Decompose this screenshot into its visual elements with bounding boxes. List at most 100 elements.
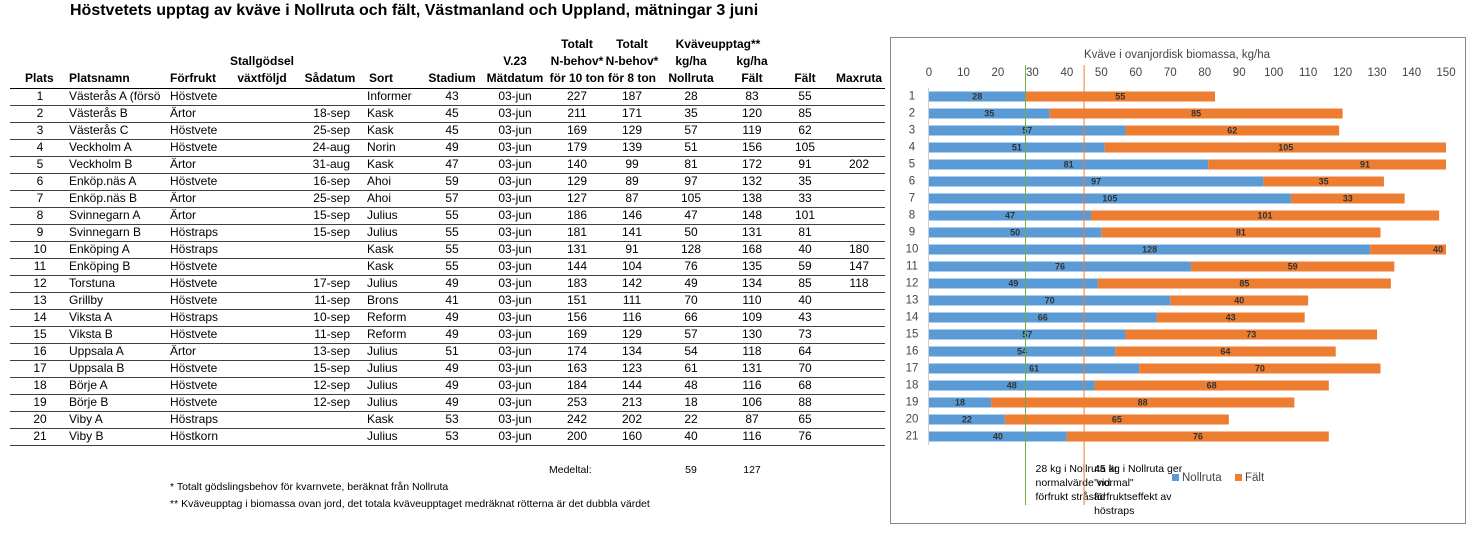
y-tick-label: 1: [909, 91, 915, 103]
table-cell: 187: [622, 89, 642, 103]
average-label: Medeltal:: [549, 464, 592, 476]
table-cell: Kask: [367, 106, 395, 120]
table-cell: 3: [37, 123, 44, 137]
table-cell: 139: [622, 140, 642, 154]
table-cell: 109: [742, 310, 762, 324]
table-cell: 51: [445, 344, 459, 358]
x-tick-label: 90: [1233, 67, 1246, 79]
table-cell: 47: [684, 208, 698, 222]
y-tick-label: 12: [906, 278, 919, 290]
table-cell: 163: [567, 361, 587, 375]
table-cell: 9: [37, 225, 44, 239]
table-cell: Julius: [367, 276, 398, 290]
legend-swatch: [1172, 474, 1179, 481]
table-cell: Uppsala A: [69, 344, 124, 358]
table-cell: 49: [445, 395, 459, 409]
x-tick-label: 100: [1264, 67, 1283, 79]
bar-segment: [1125, 125, 1340, 136]
table-cell: 47: [445, 157, 459, 171]
data-label: 48: [1007, 380, 1017, 390]
table-cell: Höstvete: [170, 276, 218, 290]
table-cell: 129: [567, 174, 587, 188]
table-cell: 8: [37, 208, 44, 222]
table-cell: 51: [684, 140, 698, 154]
table-cell: 134: [622, 344, 642, 358]
column-header: Sådatum: [305, 71, 356, 85]
data-label: 35: [984, 108, 994, 118]
table-cell: Reform: [367, 327, 406, 341]
table-cell: Veckholm B: [69, 157, 132, 171]
data-label: 70: [1255, 363, 1265, 373]
table-cell: 59: [445, 174, 459, 188]
table-cell: 73: [798, 327, 812, 341]
table-cell: 62: [798, 123, 812, 137]
table-cell: 43: [445, 89, 459, 103]
table-cell: 14: [33, 310, 47, 324]
table-cell: Höstvete: [170, 89, 218, 103]
reference-annotation: normalvärde vid: [1036, 477, 1111, 489]
data-label: 101: [1258, 210, 1273, 220]
bar-segment: [929, 176, 1264, 187]
table-cell: Julius: [367, 225, 398, 239]
bar-segment: [929, 261, 1191, 272]
table-cell: Höstvete: [170, 293, 218, 307]
data-label: 47: [1005, 210, 1015, 220]
chart-title: Kväve i ovanjordisk biomassa, kg/ha: [1084, 49, 1271, 61]
bar-segment: [929, 363, 1140, 374]
legend-swatch: [1235, 474, 1242, 481]
table-cell: 151: [567, 293, 587, 307]
data-label: 73: [1246, 329, 1256, 339]
table-cell: Ärtor: [170, 344, 196, 358]
column-header: V.23: [503, 54, 527, 68]
table-cell: 18-sep: [313, 106, 350, 120]
table-cell: 61: [684, 361, 698, 375]
data-label: 40: [1433, 244, 1443, 254]
data-label: 40: [1234, 295, 1244, 305]
table-cell: 03-jun: [498, 191, 531, 205]
table-cell: 17-sep: [313, 276, 350, 290]
data-label: 57: [1022, 125, 1032, 135]
x-tick-label: 10: [957, 67, 970, 79]
table-cell: 253: [567, 395, 587, 409]
table-cell: 89: [625, 174, 639, 188]
table-cell: 03-jun: [498, 378, 531, 392]
bar-segment: [1115, 346, 1336, 357]
table-cell: 91: [798, 157, 812, 171]
y-tick-label: 3: [909, 125, 915, 137]
table-cell: Veckholm A: [69, 140, 132, 154]
table-cell: 49: [445, 361, 459, 375]
y-tick-label: 2: [909, 108, 915, 120]
y-tick-label: 13: [906, 295, 919, 307]
column-header: N-behov*: [606, 54, 659, 68]
table-cell: 64: [798, 344, 812, 358]
table-cell: 97: [684, 174, 698, 188]
table-cell: 03-jun: [498, 361, 531, 375]
y-tick-label: 7: [909, 193, 915, 205]
bar-segment: [1370, 244, 1446, 255]
x-tick-label: 80: [1198, 67, 1211, 79]
bar-segment: [1101, 227, 1381, 238]
column-header: Förfrukt: [170, 71, 216, 85]
table-cell: 43: [798, 310, 812, 324]
table-cell: 105: [795, 140, 815, 154]
bar-segment: [929, 397, 992, 408]
y-tick-label: 10: [906, 244, 919, 256]
table-cell: 132: [742, 174, 762, 188]
x-tick-label: 130: [1367, 67, 1386, 79]
sheet-title: Höstvetets upptag av kväve i Nollruta oc…: [70, 2, 758, 19]
bar-segment: [1156, 312, 1305, 323]
table-cell: 49: [445, 140, 459, 154]
x-tick-label: 140: [1402, 67, 1421, 79]
reference-annotation: höstraps: [1094, 505, 1134, 517]
table-cell: 24-aug: [313, 140, 350, 154]
table-cell: 127: [567, 191, 587, 205]
table-cell: 88: [798, 395, 812, 409]
bar-segment: [929, 380, 1095, 391]
table-cell: 40: [798, 242, 812, 256]
table-cell: 55: [445, 225, 459, 239]
y-tick-label: 6: [909, 176, 915, 188]
y-tick-label: 9: [909, 227, 915, 239]
table-cell: 35: [798, 174, 812, 188]
table-cell: 70: [684, 293, 698, 307]
